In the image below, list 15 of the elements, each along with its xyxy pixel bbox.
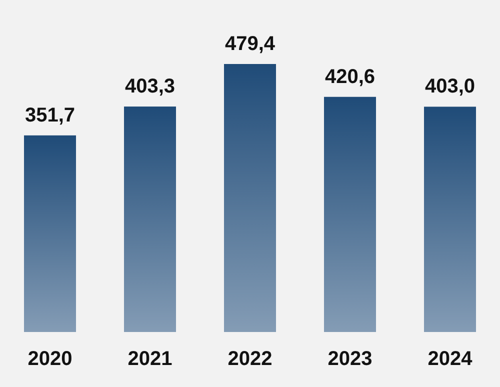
x-tick-label: 2023 xyxy=(328,348,372,370)
x-tick-label: 2020 xyxy=(28,348,72,370)
bar xyxy=(24,135,76,332)
bar xyxy=(324,96,376,332)
data-label: 403,3 xyxy=(124,76,176,98)
bar xyxy=(224,64,276,332)
data-label: 420,6 xyxy=(324,66,376,88)
data-label: 479,4 xyxy=(224,33,276,55)
x-tick-label: 2022 xyxy=(228,348,272,370)
data-label: 351,7 xyxy=(24,104,76,126)
x-tick-label: 2024 xyxy=(428,348,474,370)
data-label: 403,0 xyxy=(424,76,476,98)
bar xyxy=(424,106,476,332)
bar xyxy=(124,106,176,332)
x-tick-label: 2021 xyxy=(128,348,172,370)
